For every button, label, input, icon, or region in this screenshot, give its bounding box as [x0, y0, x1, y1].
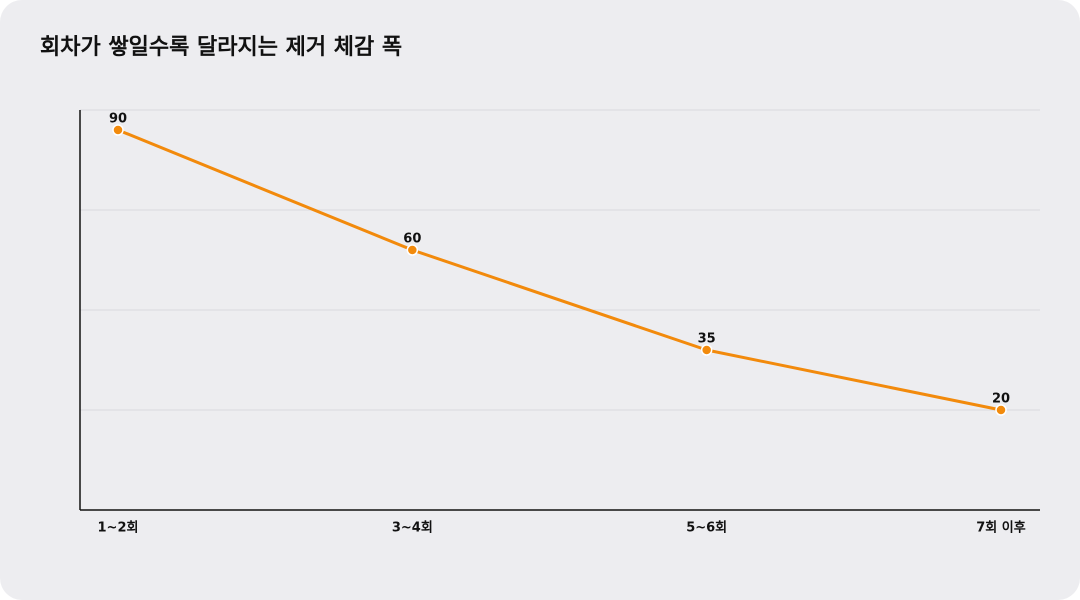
x-tick-label: 3~4회: [392, 520, 433, 536]
x-tick-label: 1~2회: [98, 520, 139, 536]
x-tick-label: 7회 이후: [976, 520, 1025, 536]
point: [112, 124, 124, 136]
chart-title: 회차가 쌓일수록 달라지는 제거 체감 폭: [40, 35, 402, 60]
data-label: 35: [698, 332, 716, 347]
data-label: 60: [403, 232, 421, 247]
x-tick-label: 5~6회: [686, 520, 727, 536]
point: [700, 344, 713, 356]
data-label: 90: [109, 112, 127, 127]
data-label: 20: [992, 392, 1010, 407]
point: [995, 404, 1007, 416]
line: [117, 128, 1002, 412]
point: [406, 244, 419, 256]
